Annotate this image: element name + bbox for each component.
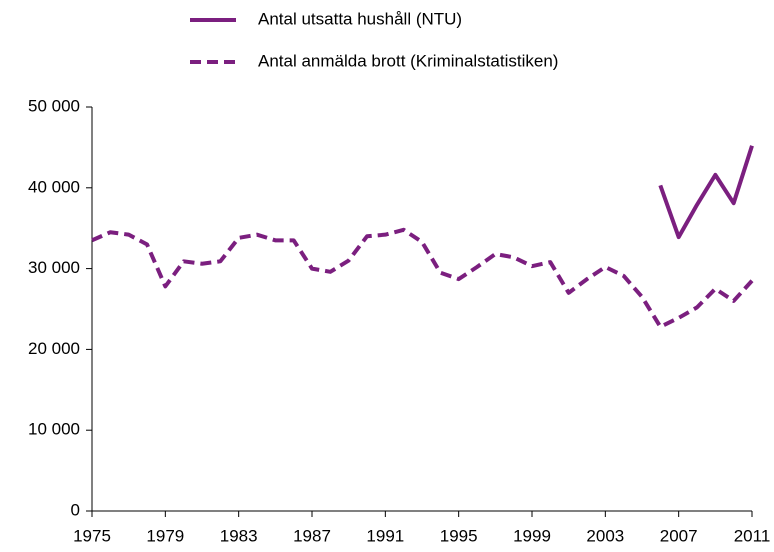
legend-label: Antal anmälda brott (Kriminalstatistiken… — [258, 51, 558, 70]
x-tick-label: 1999 — [513, 526, 551, 545]
x-tick-label: 1975 — [73, 526, 111, 545]
legend-label: Antal utsatta hushåll (NTU) — [258, 9, 462, 28]
x-tick-label: 2003 — [586, 526, 624, 545]
series-line — [91, 227, 754, 329]
y-tick-label: 40 000 — [28, 177, 80, 196]
x-tick-label: 2007 — [660, 526, 698, 545]
x-tick-label: 1995 — [440, 526, 478, 545]
x-tick-label: 1979 — [146, 526, 184, 545]
series-line — [658, 145, 754, 240]
x-tick-label: 2011 — [734, 526, 771, 545]
y-tick-label: 30 000 — [28, 258, 80, 277]
y-tick-label: 50 000 — [28, 96, 80, 115]
y-tick-label: 0 — [71, 500, 80, 519]
x-tick-label: 1987 — [293, 526, 331, 545]
x-tick-label: 1983 — [220, 526, 258, 545]
x-tick-label: 1991 — [366, 526, 404, 545]
y-tick-label: 10 000 — [28, 420, 80, 439]
y-tick-label: 20 000 — [28, 339, 80, 358]
